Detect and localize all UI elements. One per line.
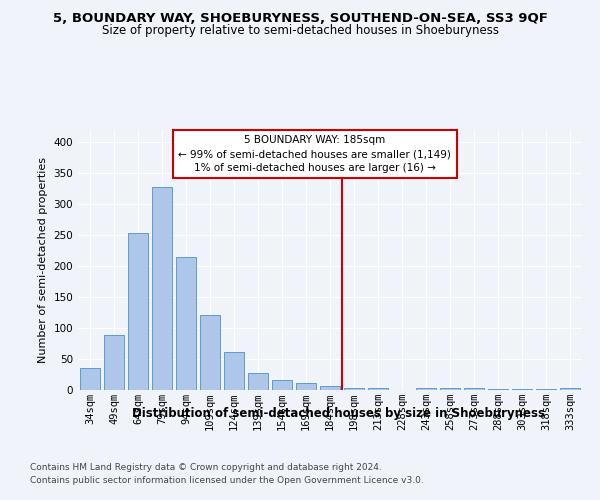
Bar bbox=[248, 372, 268, 390]
Bar bbox=[368, 388, 388, 390]
Bar bbox=[320, 386, 340, 390]
Text: Contains HM Land Registry data © Crown copyright and database right 2024.: Contains HM Land Registry data © Crown c… bbox=[30, 462, 382, 471]
Bar bbox=[224, 352, 244, 390]
Bar bbox=[272, 380, 292, 390]
Bar bbox=[128, 234, 148, 390]
Bar bbox=[80, 368, 100, 390]
Bar bbox=[416, 388, 436, 390]
Y-axis label: Number of semi-detached properties: Number of semi-detached properties bbox=[38, 157, 48, 363]
Bar bbox=[344, 388, 364, 390]
Text: 5, BOUNDARY WAY, SHOEBURYNESS, SOUTHEND-ON-SEA, SS3 9QF: 5, BOUNDARY WAY, SHOEBURYNESS, SOUTHEND-… bbox=[53, 12, 547, 26]
Bar bbox=[104, 335, 124, 390]
Bar bbox=[560, 388, 580, 390]
Text: Distribution of semi-detached houses by size in Shoeburyness: Distribution of semi-detached houses by … bbox=[133, 408, 545, 420]
Text: Contains public sector information licensed under the Open Government Licence v3: Contains public sector information licen… bbox=[30, 476, 424, 485]
Bar bbox=[464, 388, 484, 390]
Bar bbox=[440, 388, 460, 390]
Bar bbox=[152, 187, 172, 390]
Bar bbox=[200, 315, 220, 390]
Bar bbox=[296, 382, 316, 390]
Bar bbox=[176, 257, 196, 390]
Text: Size of property relative to semi-detached houses in Shoeburyness: Size of property relative to semi-detach… bbox=[101, 24, 499, 37]
Text: 5 BOUNDARY WAY: 185sqm
← 99% of semi-detached houses are smaller (1,149)
1% of s: 5 BOUNDARY WAY: 185sqm ← 99% of semi-det… bbox=[178, 135, 451, 173]
